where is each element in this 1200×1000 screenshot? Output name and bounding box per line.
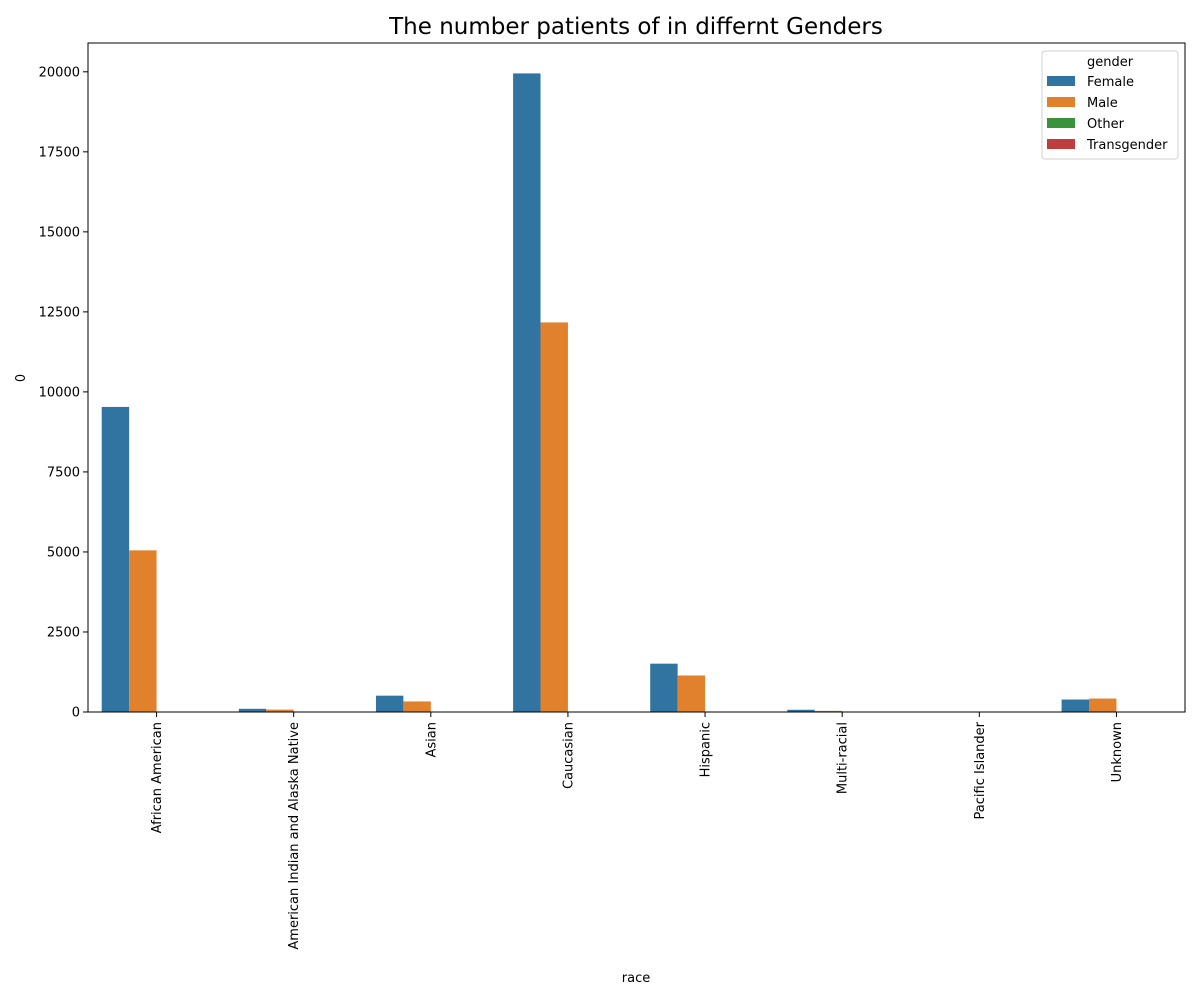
bar-caucasian-male bbox=[540, 322, 568, 712]
bars-group bbox=[101, 73, 1117, 712]
x-tick-label-asian: Asian bbox=[424, 722, 439, 757]
legend-box bbox=[1041, 50, 1179, 160]
legend-label-transgender: Transgender bbox=[1086, 138, 1168, 153]
bar-hispanic-male bbox=[677, 675, 706, 712]
x-tick-label-hispanic: Hispanic bbox=[699, 722, 714, 777]
bar-american-indian-and-alaska-native-male bbox=[266, 709, 294, 712]
chart-title: The number patients of in differnt Gende… bbox=[388, 14, 883, 40]
x-tick-label-multi-racial: Multi-racial bbox=[836, 722, 851, 794]
y-tick-label: 0 bbox=[72, 706, 80, 721]
bar-multi-racial-male bbox=[814, 710, 843, 712]
legend-items: Female Male Other Transgender bbox=[1047, 75, 1168, 153]
legend: gender Female Male Other Transgender bbox=[1041, 50, 1179, 160]
x-tick-label-unknown: Unknown bbox=[1110, 722, 1125, 782]
legend-swatch-transgender bbox=[1047, 139, 1075, 149]
y-tick-label: 20000 bbox=[39, 65, 80, 80]
x-tick-label-american-indian-and-alaska-native: American Indian and Alaska Native bbox=[287, 722, 302, 950]
bar-asian-male bbox=[403, 701, 431, 712]
bar-multi-racial-female bbox=[787, 709, 815, 712]
y-axis-ticks: 0 2500 5000 7500 10000 12500 15000 17500 20000 bbox=[39, 65, 88, 721]
bar-american-indian-and-alaska-native-female bbox=[238, 708, 267, 712]
y-tick-label: 12500 bbox=[39, 305, 80, 320]
y-tick-label: 17500 bbox=[39, 145, 80, 160]
legend-title: gender bbox=[1087, 55, 1134, 70]
bar-caucasian-female bbox=[513, 73, 541, 712]
bar-african-american-female bbox=[101, 406, 130, 712]
legend-label-other: Other bbox=[1087, 117, 1125, 132]
bar-hispanic-female bbox=[650, 663, 678, 712]
y-tick-label: 10000 bbox=[39, 385, 80, 400]
bar-unknown-female bbox=[1061, 699, 1090, 712]
x-tick-label-caucasian: Caucasian bbox=[561, 722, 576, 789]
bar-unknown-male bbox=[1089, 698, 1117, 712]
x-tick-label-pacific-islander: Pacific Islander bbox=[973, 721, 988, 819]
bar-african-american-male bbox=[129, 550, 157, 712]
plot-frame bbox=[87, 42, 1186, 713]
legend-swatch-female bbox=[1047, 76, 1075, 86]
y-tick-label: 7500 bbox=[47, 465, 80, 480]
legend-swatch-other bbox=[1047, 118, 1075, 128]
y-tick-label: 5000 bbox=[47, 545, 80, 560]
legend-label-male: Male bbox=[1087, 96, 1118, 111]
legend-swatch-male bbox=[1047, 97, 1075, 107]
x-tick-label-african-american: African American bbox=[150, 722, 165, 833]
y-tick-label: 2500 bbox=[47, 625, 80, 640]
x-axis-ticks: African American American Indian and Alas… bbox=[150, 712, 1125, 950]
y-axis-title: 0 bbox=[14, 374, 29, 382]
y-tick-label: 15000 bbox=[39, 225, 80, 240]
bar-asian-female bbox=[375, 695, 404, 712]
legend-label-female: Female bbox=[1087, 75, 1134, 90]
x-axis-title: race bbox=[622, 971, 650, 986]
